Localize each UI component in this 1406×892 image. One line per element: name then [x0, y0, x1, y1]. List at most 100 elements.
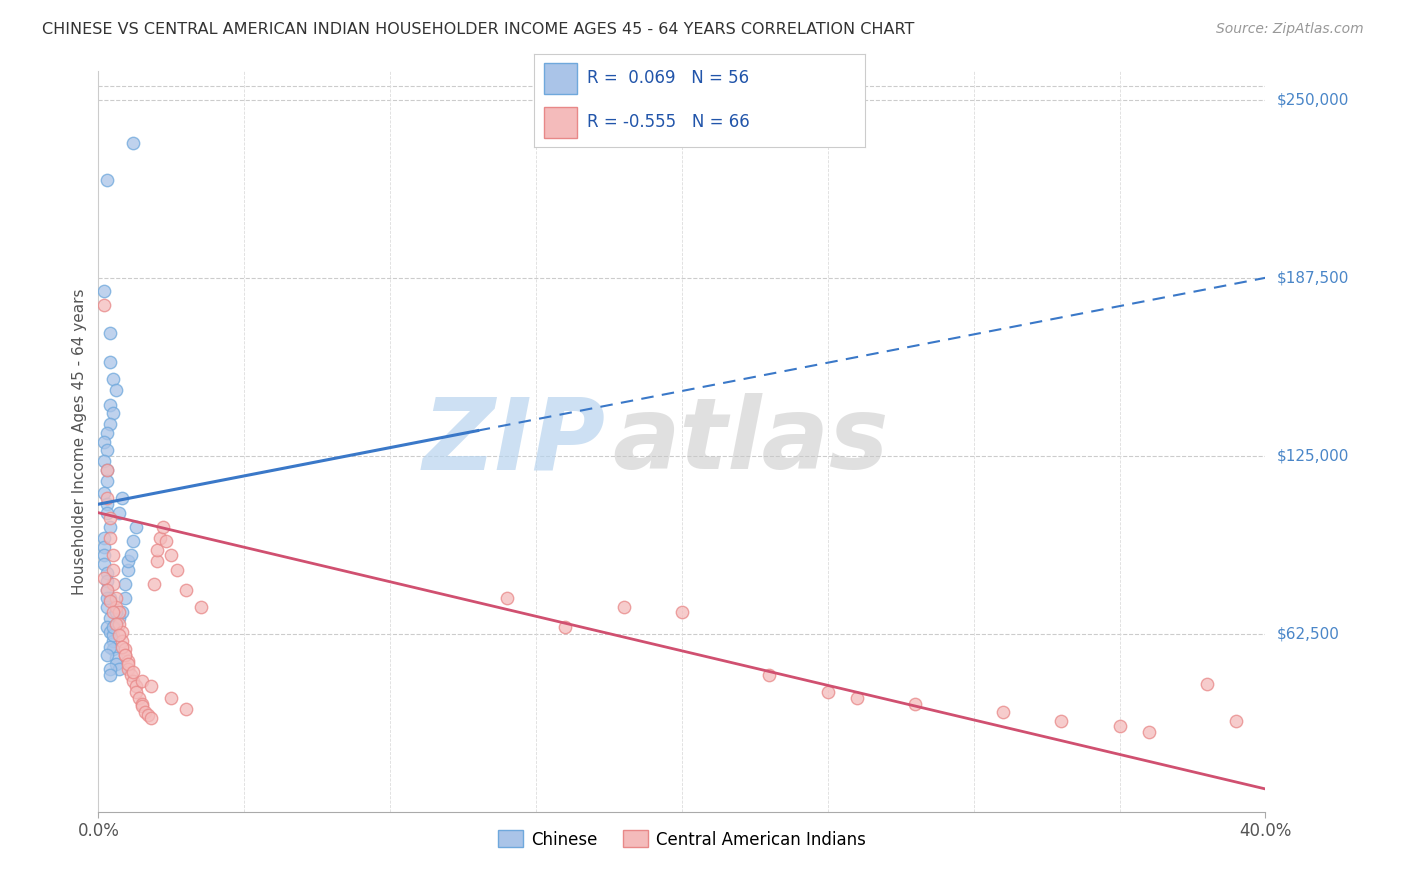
Point [111, 640, 134, 654]
Point [120, 549, 142, 563]
Point [96, 463, 118, 477]
Point [139, 711, 162, 725]
Point [125, 685, 148, 699]
Text: Source: ZipAtlas.com: Source: ZipAtlas.com [1216, 22, 1364, 37]
Point [134, 705, 156, 719]
Point [146, 542, 169, 557]
Point [114, 642, 136, 657]
Text: $125,000: $125,000 [1277, 449, 1348, 463]
Point [114, 591, 136, 606]
Point [98, 611, 121, 625]
Point [817, 685, 839, 699]
Point [146, 554, 169, 568]
Point [96, 425, 118, 440]
Point [108, 506, 131, 520]
Point [96, 591, 118, 606]
Point [160, 690, 183, 705]
Point [98, 511, 121, 525]
Point [142, 577, 165, 591]
Point [93, 284, 115, 298]
Point [125, 520, 148, 534]
Point [117, 654, 139, 668]
Point [117, 662, 139, 676]
Point [122, 665, 145, 680]
Point [96, 574, 118, 588]
Point [98, 532, 121, 546]
Text: CHINESE VS CENTRAL AMERICAN INDIAN HOUSEHOLDER INCOME AGES 45 - 64 YEARS CORRELA: CHINESE VS CENTRAL AMERICAN INDIAN HOUSE… [42, 22, 914, 37]
Point [96, 566, 118, 580]
Point [98, 594, 121, 608]
Point [93, 532, 115, 546]
Legend: Chinese, Central American Indians: Chinese, Central American Indians [491, 823, 873, 855]
Point [93, 540, 115, 554]
Point [101, 577, 124, 591]
Point [496, 591, 519, 606]
Point [104, 657, 127, 671]
Point [96, 443, 118, 458]
Point [122, 673, 145, 688]
Point [98, 625, 121, 640]
Point [93, 298, 115, 312]
Point [104, 599, 127, 614]
Point [904, 697, 927, 711]
Y-axis label: Householder Income Ages 45 - 64 years: Householder Income Ages 45 - 64 years [72, 288, 87, 595]
Point [96, 475, 118, 489]
Point [96, 599, 118, 614]
Point [131, 673, 153, 688]
Point [96, 506, 118, 520]
Text: $250,000: $250,000 [1277, 93, 1348, 107]
FancyBboxPatch shape [544, 107, 578, 138]
Point [98, 591, 121, 606]
Point [846, 690, 869, 705]
Point [117, 554, 139, 568]
Point [101, 606, 124, 620]
Point [1225, 714, 1247, 728]
Point [96, 463, 118, 477]
Point [554, 620, 576, 634]
Point [96, 497, 118, 511]
Point [96, 620, 118, 634]
Point [155, 534, 177, 549]
Point [101, 620, 124, 634]
Point [125, 680, 148, 694]
Point [111, 606, 134, 620]
Point [991, 705, 1014, 719]
Point [117, 563, 139, 577]
Point [166, 563, 188, 577]
Point [612, 599, 634, 614]
Point [114, 648, 136, 662]
Text: R =  0.069   N = 56: R = 0.069 N = 56 [588, 70, 749, 87]
Text: ZIP: ZIP [423, 393, 606, 490]
Point [136, 707, 159, 722]
Point [111, 491, 134, 506]
Point [96, 172, 118, 186]
Point [1195, 676, 1218, 690]
Point [160, 549, 183, 563]
Point [96, 582, 118, 597]
Point [104, 616, 127, 631]
Point [93, 434, 115, 449]
Point [93, 549, 115, 563]
Point [101, 642, 124, 657]
Point [111, 633, 134, 648]
Point [114, 577, 136, 591]
Point [152, 520, 174, 534]
Point [1108, 719, 1130, 733]
Point [149, 532, 172, 546]
Text: $187,500: $187,500 [1277, 270, 1348, 285]
Point [98, 520, 121, 534]
Text: R = -0.555   N = 66: R = -0.555 N = 66 [588, 113, 749, 131]
Point [108, 662, 131, 676]
Point [111, 625, 134, 640]
Point [108, 606, 131, 620]
Point [117, 657, 139, 671]
Point [101, 633, 124, 648]
Point [1137, 725, 1160, 739]
Point [131, 699, 153, 714]
Point [98, 398, 121, 412]
Point [101, 406, 124, 420]
Point [101, 372, 124, 386]
Point [93, 557, 115, 571]
Point [98, 355, 121, 369]
Point [96, 491, 118, 506]
